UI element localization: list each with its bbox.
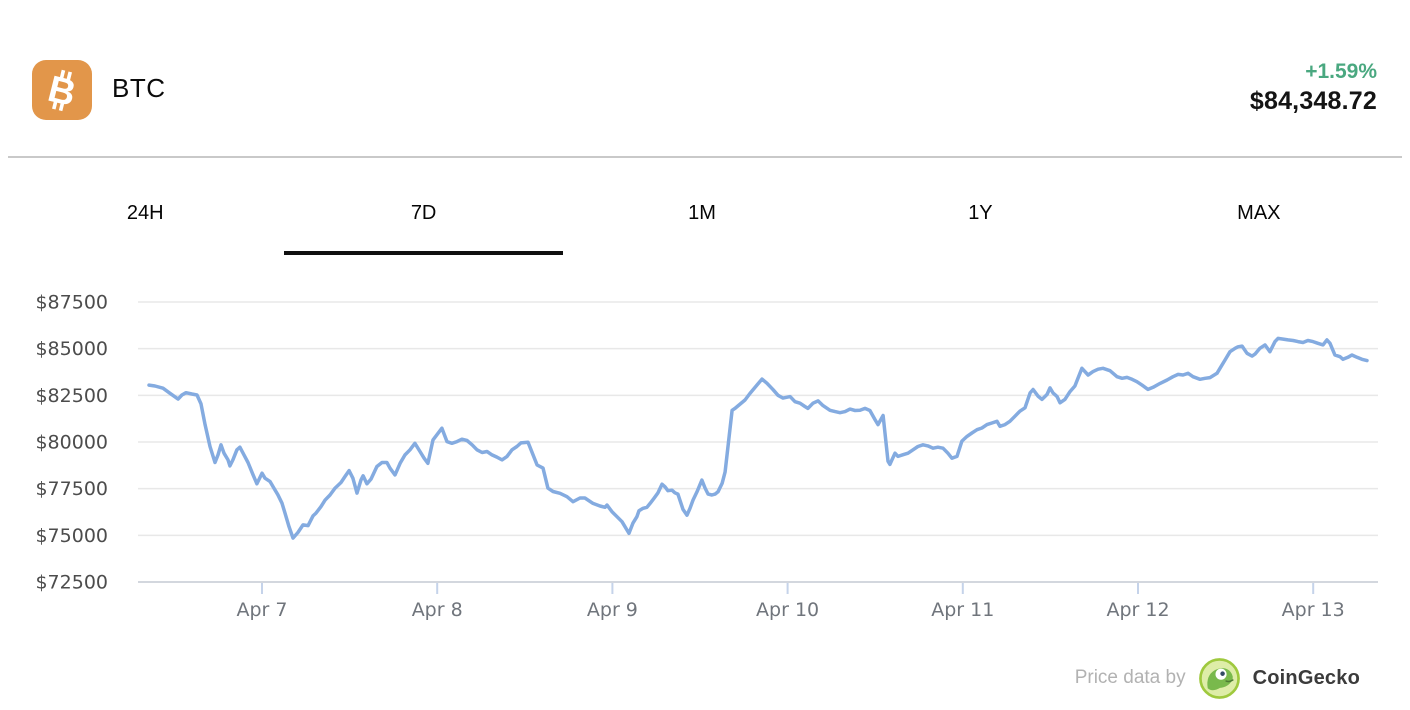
x-axis-label: Apr 13 [1282,599,1345,621]
tab-1m[interactable]: 1M [563,196,841,258]
price-line-series [147,336,1369,540]
tab-max[interactable]: MAX [1120,196,1398,258]
tab-label: 7D [410,202,437,224]
header-divider [8,156,1402,158]
active-tab-underline [284,251,563,255]
tab-label: MAX [1237,202,1281,224]
x-axis-label: Apr 8 [412,599,463,621]
y-axis-label: $75000 [35,525,108,547]
tab-1y[interactable]: 1Y [841,196,1119,258]
current-price: $84,348.72 [1249,87,1377,115]
attribution: Price data by CoinGecko [1075,657,1360,699]
y-axis-label: $85000 [35,338,108,360]
tab-24h[interactable]: 24H [6,196,284,258]
y-axis-label: $77500 [35,478,108,500]
tab-label: 1Y [968,202,993,224]
x-axis-label: Apr 11 [931,599,994,621]
time-range-tabs: 24H 7D 1M 1Y MAX [6,196,1398,258]
coin-symbol: BTC [112,73,166,103]
coingecko-logo [1198,657,1240,699]
attribution-text: Price data by [1074,667,1186,688]
bitcoin-b-glyph: B [44,68,80,114]
tab-label: 1M [688,202,716,224]
bitcoin-icon: B [32,60,92,120]
price-change-percent: +1.59% [1305,60,1377,83]
y-axis-label: $82500 [35,385,108,407]
y-axis-label: $87500 [35,292,108,314]
x-axis-label: Apr 10 [756,599,819,621]
x-axis-label: Apr 12 [1106,599,1169,621]
tab-7d[interactable]: 7D [284,196,563,258]
y-axis-label: $72500 [35,572,108,594]
x-axis-label: Apr 9 [587,599,638,621]
coingecko-brand-name[interactable]: CoinGecko [1252,666,1360,689]
x-axis-label: Apr 7 [237,599,288,621]
y-axis-label: $80000 [35,432,108,454]
tab-label: 24H [126,202,164,224]
